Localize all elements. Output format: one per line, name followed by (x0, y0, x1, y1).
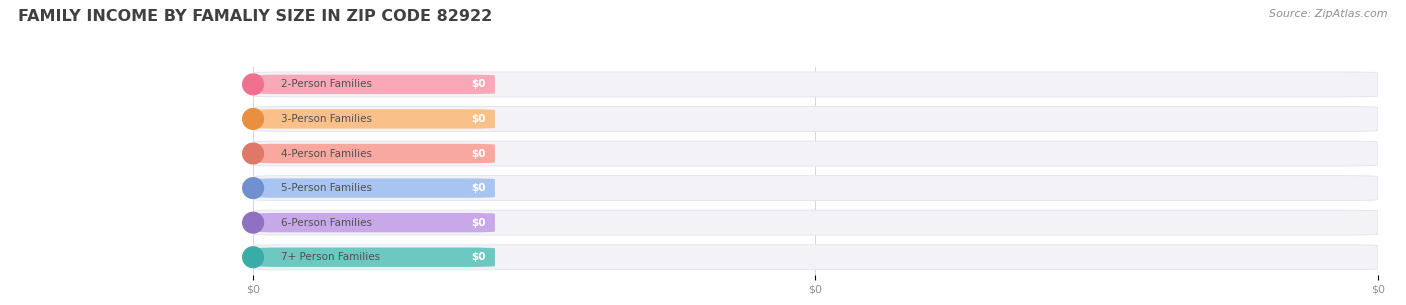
Text: 6-Person Families: 6-Person Families (281, 218, 373, 228)
FancyBboxPatch shape (253, 245, 1378, 270)
FancyBboxPatch shape (253, 213, 495, 232)
FancyBboxPatch shape (253, 144, 495, 163)
FancyBboxPatch shape (253, 178, 495, 198)
FancyBboxPatch shape (253, 141, 1378, 166)
FancyBboxPatch shape (253, 75, 495, 94)
Text: 3-Person Families: 3-Person Families (281, 114, 373, 124)
Text: 7+ Person Families: 7+ Person Families (281, 252, 381, 262)
FancyBboxPatch shape (253, 176, 1378, 200)
Text: $0: $0 (471, 218, 486, 228)
FancyBboxPatch shape (253, 210, 1378, 235)
Text: $0: $0 (471, 183, 486, 193)
FancyBboxPatch shape (253, 106, 1378, 131)
Text: Source: ZipAtlas.com: Source: ZipAtlas.com (1270, 9, 1388, 19)
Ellipse shape (243, 143, 263, 164)
FancyBboxPatch shape (253, 109, 495, 129)
FancyBboxPatch shape (253, 72, 1378, 97)
Ellipse shape (243, 212, 263, 233)
Ellipse shape (243, 74, 263, 95)
Text: FAMILY INCOME BY FAMALIY SIZE IN ZIP CODE 82922: FAMILY INCOME BY FAMALIY SIZE IN ZIP COD… (18, 9, 492, 24)
Text: $0: $0 (471, 252, 486, 262)
Ellipse shape (243, 178, 263, 199)
Text: 5-Person Families: 5-Person Families (281, 183, 373, 193)
Ellipse shape (243, 109, 263, 129)
Ellipse shape (243, 247, 263, 267)
Text: $0: $0 (471, 79, 486, 89)
Text: $0: $0 (471, 149, 486, 159)
Text: 4-Person Families: 4-Person Families (281, 149, 373, 159)
Text: 2-Person Families: 2-Person Families (281, 79, 373, 89)
Text: $0: $0 (471, 114, 486, 124)
FancyBboxPatch shape (253, 248, 495, 267)
